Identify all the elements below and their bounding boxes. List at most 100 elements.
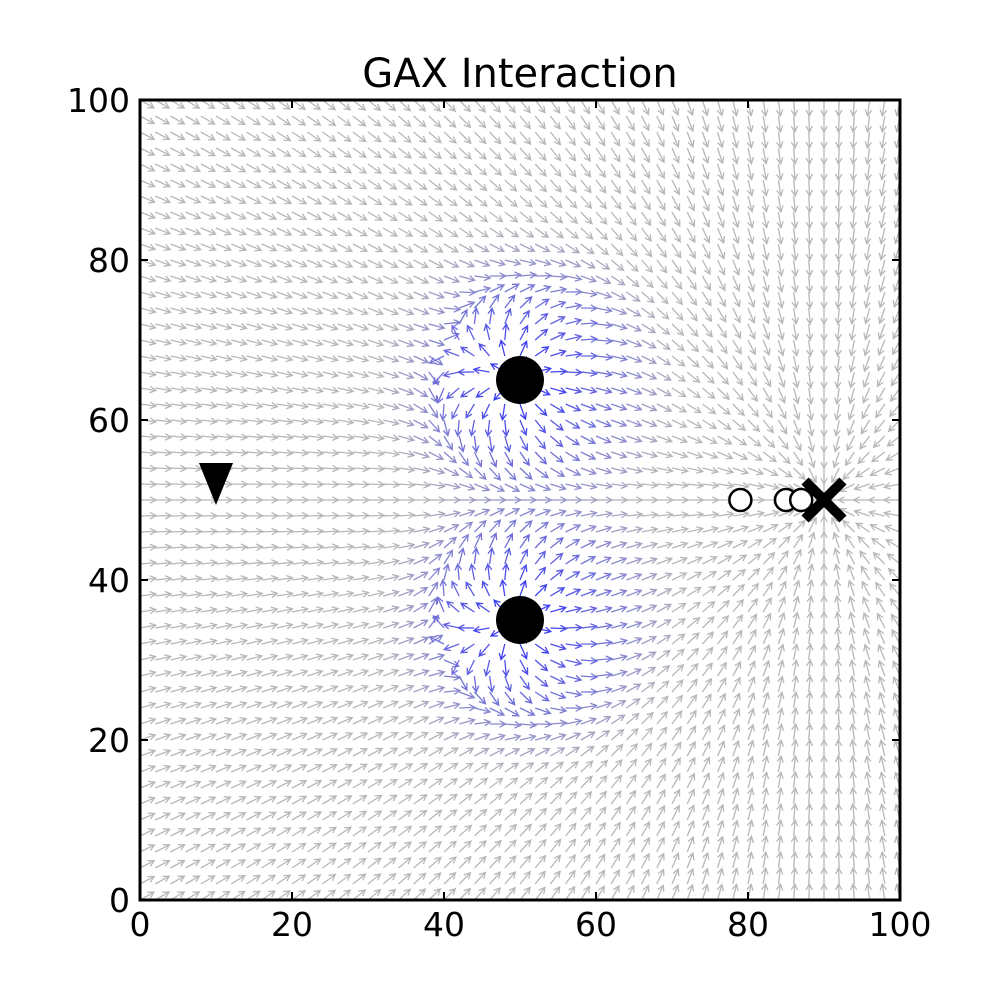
field-arrow xyxy=(776,722,785,741)
field-arrow xyxy=(215,748,233,757)
field-arrow xyxy=(833,594,842,613)
field-arrow xyxy=(762,739,770,757)
field-arrow xyxy=(641,466,659,474)
field-arrow xyxy=(473,195,488,207)
field-arrow xyxy=(879,834,887,853)
field-arrow xyxy=(732,692,741,709)
field-arrow xyxy=(170,685,188,693)
field-arrow xyxy=(820,148,828,166)
field-arrow xyxy=(246,543,264,551)
field-arrow xyxy=(808,516,817,533)
field-arrow xyxy=(154,812,172,821)
field-arrow xyxy=(641,147,650,164)
field-arrow xyxy=(879,866,887,885)
field-arrow xyxy=(519,163,533,177)
field-arrow xyxy=(580,853,591,869)
field-arrow xyxy=(717,371,730,386)
field-arrow xyxy=(215,275,233,283)
field-arrow xyxy=(792,419,801,437)
field-arrow xyxy=(671,587,688,597)
field-arrow xyxy=(481,403,491,420)
field-arrow xyxy=(641,291,655,304)
field-arrow xyxy=(732,179,740,197)
field-arrow xyxy=(352,889,367,901)
field-arrow xyxy=(671,403,688,413)
field-arrow xyxy=(806,578,815,597)
field-arrow xyxy=(170,163,187,172)
field-arrow xyxy=(656,339,671,351)
field-arrow xyxy=(474,483,491,492)
field-arrow xyxy=(626,291,641,302)
field-arrow xyxy=(231,685,248,693)
field-arrow xyxy=(382,668,400,677)
field-arrow xyxy=(580,623,599,631)
field-arrow xyxy=(519,115,532,130)
field-arrow xyxy=(656,243,667,259)
field-arrow xyxy=(291,685,309,693)
field-arrow xyxy=(428,275,445,284)
field-arrow xyxy=(230,827,247,837)
field-arrow xyxy=(656,804,666,821)
field-arrow xyxy=(595,837,606,853)
field-arrow xyxy=(261,131,277,142)
field-arrow xyxy=(807,562,815,581)
field-arrow xyxy=(231,464,249,473)
field-arrow xyxy=(853,483,870,491)
field-arrow xyxy=(185,732,202,741)
field-arrow xyxy=(775,866,784,885)
field-arrow xyxy=(155,275,172,283)
field-arrow xyxy=(717,676,727,693)
field-arrow xyxy=(504,227,520,238)
field-arrow xyxy=(565,605,583,614)
field-arrow xyxy=(291,559,310,567)
field-arrow xyxy=(139,669,157,678)
field-arrow xyxy=(458,533,469,549)
field-arrow xyxy=(820,850,828,868)
field-arrow xyxy=(805,275,814,294)
field-arrow xyxy=(701,835,710,853)
field-arrow xyxy=(443,793,458,805)
field-arrow xyxy=(322,131,337,142)
field-arrow xyxy=(291,700,309,709)
field-arrow xyxy=(458,675,468,692)
field-arrow xyxy=(458,762,474,773)
field-arrow xyxy=(550,605,568,613)
field-arrow xyxy=(261,543,279,551)
field-arrow xyxy=(200,227,217,236)
field-arrow xyxy=(565,317,583,326)
field-arrow xyxy=(805,882,813,901)
field-arrow xyxy=(876,612,886,629)
field-arrow xyxy=(428,339,446,347)
field-arrow xyxy=(834,706,843,725)
field-arrow xyxy=(398,227,414,237)
field-arrow xyxy=(215,543,234,551)
field-arrow xyxy=(777,419,788,435)
field-arrow xyxy=(337,386,355,394)
field-arrow xyxy=(701,259,711,276)
field-arrow xyxy=(413,794,428,805)
field-arrow xyxy=(170,448,188,457)
field-arrow xyxy=(820,340,828,358)
field-arrow xyxy=(367,747,384,757)
field-arrow xyxy=(763,509,781,518)
field-arrow xyxy=(231,370,249,378)
field-arrow xyxy=(716,883,725,901)
field-arrow xyxy=(701,600,716,613)
field-arrow xyxy=(473,163,488,176)
field-arrow xyxy=(717,291,726,308)
field-arrow xyxy=(732,614,744,629)
field-arrow xyxy=(398,275,415,284)
field-arrow xyxy=(580,115,591,131)
field-arrow xyxy=(834,163,843,182)
field-arrow xyxy=(215,590,234,599)
field-arrow xyxy=(230,764,248,773)
field-arrow xyxy=(864,802,872,821)
field-arrow xyxy=(610,774,623,789)
field-arrow xyxy=(686,693,698,709)
field-arrow xyxy=(398,195,413,206)
field-arrow xyxy=(443,131,457,144)
field-arrow xyxy=(383,558,401,566)
field-arrow xyxy=(842,467,855,481)
field-arrow xyxy=(337,511,355,520)
field-arrow xyxy=(863,659,871,677)
